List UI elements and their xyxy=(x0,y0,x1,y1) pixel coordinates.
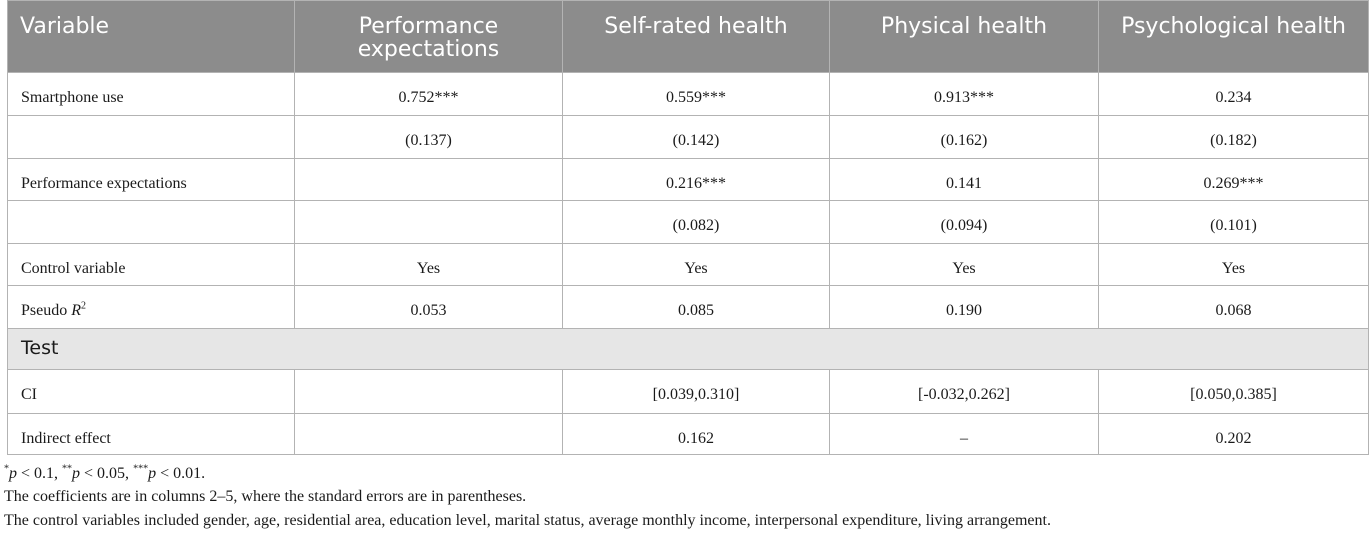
table-row: Indirect effect 0.162 – 0.202 xyxy=(7,413,1369,455)
table-cell: [0.039,0.310] xyxy=(562,369,830,414)
table-cell: [-0.032,0.262] xyxy=(829,369,1099,414)
header-performance-expectations: Performance expectations xyxy=(294,0,563,73)
table-row: CI [0.039,0.310] [-0.032,0.262] [0.050,0… xyxy=(7,369,1369,414)
header-variable: Variable xyxy=(7,0,295,73)
sig-mark-1: * xyxy=(4,463,9,475)
table-cell: (0.142) xyxy=(562,115,830,159)
footnote-significance: *p < 0.1, **p < 0.05, ***p < 0.01. xyxy=(4,463,206,483)
p-symbol: p xyxy=(9,465,17,482)
header-self-rated-health: Self-rated health xyxy=(562,0,830,73)
table-cell: 0.202 xyxy=(1098,413,1369,455)
superscript-2: 2 xyxy=(81,300,87,312)
table-cell: (0.082) xyxy=(562,200,830,244)
table-row: Smartphone use 0.752*** 0.559*** 0.913**… xyxy=(7,72,1369,116)
table-row: Control variable Yes Yes Yes Yes xyxy=(7,243,1369,286)
table-cell: 0.162 xyxy=(562,413,830,455)
p-symbol: p xyxy=(72,465,81,482)
table-cell: 0.913*** xyxy=(829,72,1099,116)
sig-threshold-2: < 0.05, xyxy=(80,465,134,482)
table-cell: 0.269*** xyxy=(1098,158,1369,201)
table-cell: 0.216*** xyxy=(562,158,830,201)
row-label: Performance expectations xyxy=(7,158,295,201)
header-row: Variable Performance expectations Self-r… xyxy=(7,0,1369,73)
section-row-test: Test xyxy=(7,328,1369,370)
p-symbol: p xyxy=(148,465,157,482)
row-label xyxy=(7,200,295,244)
table-row: (0.082) (0.094) (0.101) xyxy=(7,200,1369,244)
row-label: Control variable xyxy=(7,243,295,286)
sig-mark-2: ** xyxy=(62,463,73,475)
header-physical-health: Physical health xyxy=(829,0,1099,73)
sig-threshold-3: < 0.01. xyxy=(156,465,206,482)
table-row: (0.137) (0.142) (0.162) (0.182) xyxy=(7,115,1369,159)
table-cell xyxy=(294,200,563,244)
header-psychological-health: Psychological health xyxy=(1098,0,1369,73)
table-cell: 0.190 xyxy=(829,285,1099,329)
table-cell: 0.141 xyxy=(829,158,1099,201)
row-label: CI xyxy=(7,369,295,414)
table-cell: Yes xyxy=(1098,243,1369,286)
table-cell: (0.137) xyxy=(294,115,563,159)
table-cell: 0.752*** xyxy=(294,72,563,116)
sig-mark-3: *** xyxy=(133,463,149,475)
row-label xyxy=(7,115,295,159)
results-table: Variable Performance expectations Self-r… xyxy=(7,0,1369,455)
pseudo-r-text: Pseudo R xyxy=(21,302,82,319)
table-cell: (0.094) xyxy=(829,200,1099,244)
table-cell: 0.068 xyxy=(1098,285,1369,329)
table-row: Performance expectations 0.216*** 0.141 … xyxy=(7,158,1369,201)
table-cell: Yes xyxy=(294,243,563,286)
footnote-control-variables: The control variables included gender, a… xyxy=(4,512,1051,529)
table-cell: 0.234 xyxy=(1098,72,1369,116)
table-cell xyxy=(294,369,563,414)
row-label: Indirect effect xyxy=(7,413,295,455)
table-cell: – xyxy=(829,413,1099,455)
row-label-pseudo-r2: Pseudo R2 xyxy=(7,285,295,329)
table-cell: 0.053 xyxy=(294,285,563,329)
table-cell: Yes xyxy=(829,243,1099,286)
table-cell: (0.162) xyxy=(829,115,1099,159)
table-cell: 0.085 xyxy=(562,285,830,329)
row-label: Smartphone use xyxy=(7,72,295,116)
section-label: Test xyxy=(7,328,1369,370)
table-cell: (0.182) xyxy=(1098,115,1369,159)
table-cell: 0.559*** xyxy=(562,72,830,116)
table-row: Pseudo R2 0.053 0.085 0.190 0.068 xyxy=(7,285,1369,329)
r-symbol: R xyxy=(71,302,82,319)
sig-threshold-1: < 0.1, xyxy=(17,465,63,482)
table-cell: [0.050,0.385] xyxy=(1098,369,1369,414)
table-cell: Yes xyxy=(562,243,830,286)
table-cell: (0.101) xyxy=(1098,200,1369,244)
table-cell xyxy=(294,158,563,201)
table-cell xyxy=(294,413,563,455)
footnote-coefficients: The coefficients are in columns 2–5, whe… xyxy=(4,488,527,505)
